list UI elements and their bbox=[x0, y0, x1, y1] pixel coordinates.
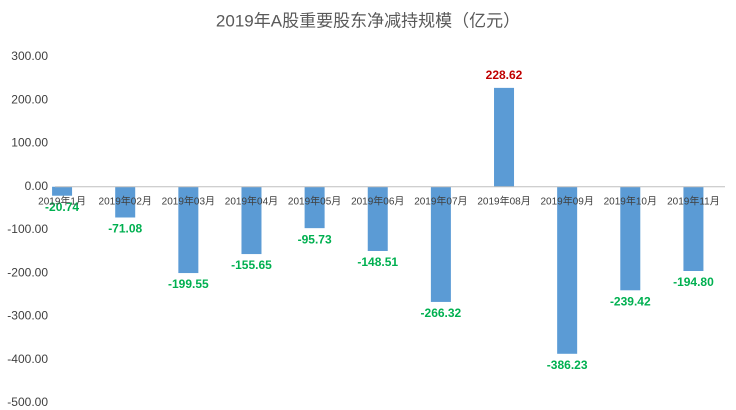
bar bbox=[494, 87, 515, 187]
bar bbox=[430, 186, 451, 302]
data-label: -155.65 bbox=[231, 258, 272, 272]
data-label: -239.42 bbox=[610, 294, 651, 308]
x-tick-label: 2019年02月 bbox=[99, 194, 152, 207]
data-label: -95.73 bbox=[298, 232, 332, 246]
bar bbox=[115, 186, 136, 218]
y-tick-label: -500.00 bbox=[7, 395, 48, 409]
bar bbox=[304, 186, 325, 229]
data-label: -148.51 bbox=[357, 255, 398, 269]
data-label: -199.55 bbox=[168, 277, 209, 291]
bar bbox=[52, 186, 73, 196]
x-tick-label: 2019年04月 bbox=[225, 194, 278, 207]
x-tick-label: 2019年1月 bbox=[38, 194, 86, 207]
data-label: -71.08 bbox=[108, 222, 142, 236]
chart-title: 2019年A股重要股东净减持规模（亿元） bbox=[216, 11, 520, 30]
y-tick-label: 200.00 bbox=[11, 92, 48, 106]
bar bbox=[557, 186, 578, 354]
data-label: 228.62 bbox=[486, 68, 523, 82]
data-label: -266.32 bbox=[421, 306, 462, 320]
bar bbox=[367, 186, 388, 251]
x-tick-label: 2019年07月 bbox=[414, 194, 467, 207]
x-tick-label: 2019年06月 bbox=[351, 194, 404, 207]
bar bbox=[620, 186, 641, 291]
bar bbox=[241, 186, 262, 255]
bar bbox=[178, 186, 199, 274]
y-tick-label: 300.00 bbox=[11, 49, 48, 63]
x-tick-label: 2019年08月 bbox=[477, 194, 530, 207]
y-tick-label: -100.00 bbox=[7, 222, 48, 236]
y-tick-label: 100.00 bbox=[11, 136, 48, 150]
x-tick-label: 2019年10月 bbox=[604, 194, 657, 207]
data-label: -386.23 bbox=[547, 358, 588, 372]
x-tick-label: 2019年05月 bbox=[288, 194, 341, 207]
x-tick-label: 2019年11月 bbox=[667, 194, 720, 207]
data-label: -194.80 bbox=[673, 275, 714, 289]
y-tick-label: -300.00 bbox=[7, 309, 48, 323]
y-tick-label: -400.00 bbox=[7, 352, 48, 366]
bar bbox=[683, 186, 704, 272]
y-tick-label: -200.00 bbox=[7, 265, 48, 279]
x-tick-label: 2019年09月 bbox=[540, 194, 593, 207]
y-tick-label: 0.00 bbox=[25, 179, 49, 193]
data-label: -20.74 bbox=[45, 200, 79, 214]
x-tick-label: 2019年03月 bbox=[162, 194, 215, 207]
